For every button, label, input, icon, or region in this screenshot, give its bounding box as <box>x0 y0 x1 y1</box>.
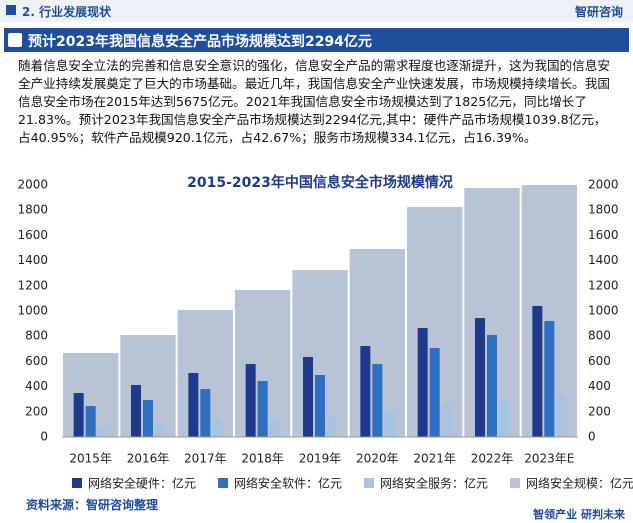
bar <box>372 364 383 437</box>
bar <box>315 375 325 437</box>
legend-swatch <box>72 478 82 488</box>
x-tick-label: 2016年 <box>127 452 170 466</box>
x-tick-label: 2022年 <box>471 452 514 466</box>
chart-title: 2015-2023年中国信息安全市场规模情况 <box>187 174 453 191</box>
y-tick-label: 1800 <box>17 203 48 217</box>
bar <box>188 372 199 437</box>
legend-label: 网络安全服务：亿元 <box>380 476 488 491</box>
legend-label: 网络安全硬件：亿元 <box>88 476 196 491</box>
y2-tick-label: 600 <box>588 354 611 368</box>
bar <box>499 399 509 437</box>
y2-tick-label: 0 <box>588 430 596 444</box>
paragraph: 随着信息安全立法的完善和信息安全意识的强化，信息安全产品的需求程度也逐渐提升，这… <box>18 58 610 145</box>
bar <box>200 388 211 437</box>
bar <box>97 428 108 437</box>
y-tick-label: 800 <box>25 329 48 343</box>
y-tick-label: 1600 <box>17 228 48 242</box>
bar <box>73 393 84 437</box>
bar <box>487 334 497 437</box>
y-tick-label: 600 <box>25 354 48 368</box>
bar <box>245 364 256 437</box>
y-tick-label: 1400 <box>17 253 48 267</box>
header-band <box>0 0 633 22</box>
y2-tick-label: 200 <box>588 404 611 418</box>
footer: 智领产业 研判未来 <box>533 508 625 521</box>
source: 资料来源：智研咨询整理 <box>26 498 159 512</box>
bar <box>131 384 141 437</box>
bar <box>532 305 543 437</box>
bar <box>143 399 153 437</box>
bar <box>327 415 337 437</box>
y-tick-label: 1200 <box>17 278 48 292</box>
y-tick-label: 0 <box>40 430 48 444</box>
header-icon <box>6 5 16 15</box>
x-tick-label: 2017年 <box>184 452 227 466</box>
bar <box>212 420 223 437</box>
x-tick-label: 2021年 <box>413 452 456 466</box>
y-tick-label: 200 <box>25 404 48 418</box>
chart: 2015-2023年中国信息安全市场规模情况 0 200 400 600 800 1000… <box>17 174 633 491</box>
x-tick-label: 2023年E <box>524 452 574 466</box>
y-tick-label: 2000 <box>17 178 48 192</box>
x-tick-label: 2019年 <box>299 452 342 466</box>
y2-tick-label: 2000 <box>588 178 619 192</box>
title-bar <box>4 28 629 52</box>
y2-tick-label: 400 <box>588 379 611 393</box>
legend-label: 网络安全规模：亿元 <box>526 476 633 491</box>
logo: 智研咨询 <box>574 5 623 19</box>
legend-swatch <box>510 478 521 488</box>
bar <box>269 418 280 437</box>
legend-swatch <box>218 478 229 488</box>
y2-tick-label: 1400 <box>588 253 619 267</box>
y2-tick-label: 800 <box>588 329 611 343</box>
y2-tick-label: 1200 <box>588 278 619 292</box>
bar <box>556 394 567 437</box>
bar <box>85 406 96 437</box>
legend-swatch <box>364 478 375 488</box>
y-tick-label: 1000 <box>17 304 48 318</box>
x-tick-label: 2018年 <box>241 452 284 466</box>
section-title: 2. 行业发展现状 <box>22 5 112 19</box>
y-tick-label: 400 <box>25 379 48 393</box>
bar <box>417 328 428 437</box>
y2-tick-label: 1000 <box>588 304 619 318</box>
bar <box>384 411 395 437</box>
bar <box>360 346 371 437</box>
bar <box>303 356 313 437</box>
y2-tick-label: 1600 <box>588 228 619 242</box>
bar <box>429 348 440 437</box>
title-icon <box>8 33 22 47</box>
bar <box>441 404 452 437</box>
x-tick-label: 2020年 <box>356 452 399 466</box>
y2-tick-label: 1800 <box>588 203 619 217</box>
bar <box>155 425 165 437</box>
title-text: 预计2023年我国信息安全产品市场规模达到2294亿元 <box>28 34 372 50</box>
legend-label: 网络安全软件：亿元 <box>234 476 342 491</box>
bar <box>257 381 268 437</box>
x-tick-label: 2015年 <box>69 452 112 466</box>
bar <box>544 321 555 437</box>
bar <box>475 318 485 437</box>
